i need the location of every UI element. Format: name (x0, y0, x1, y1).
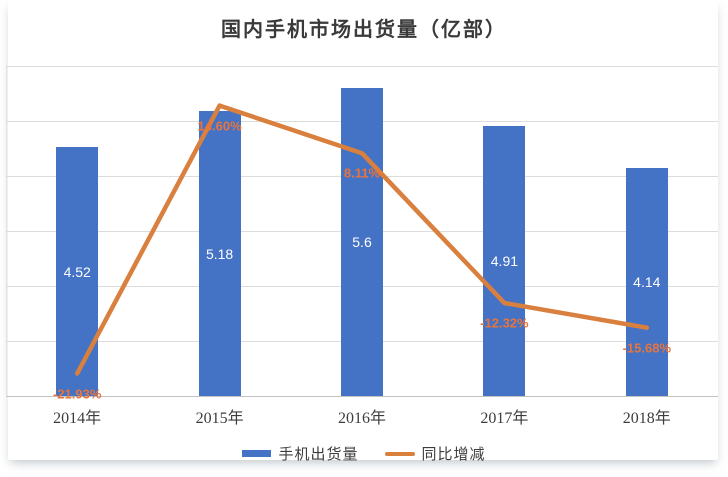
x-axis-label-2017年: 2017年 (480, 410, 529, 427)
line-series-swatch (384, 451, 415, 456)
bar-value-label: 4.91 (490, 253, 519, 269)
x-axis-label-2015年: 2015年 (195, 410, 244, 427)
bar-value-label: 4.52 (63, 263, 91, 280)
bar-value-label: 5.18 (205, 245, 234, 262)
bar-value-label: 4.14 (633, 274, 661, 291)
chart-title: 国内手机市场出货量（亿部） (221, 19, 507, 41)
bar-series-swatch (242, 450, 272, 457)
legend-item-shipments: 手机出货量 (242, 443, 358, 464)
yoy-value-label: 8.11% (343, 165, 381, 181)
yoy-value-label: -21.93% (52, 386, 102, 401)
x-axis-labels: 2014年 2015年 2016年 2017年 2018年 (0, 404, 728, 428)
bar-2015年 (198, 111, 241, 396)
yoy-line-path (74, 103, 650, 376)
plot-area: 4.52 5.18 5.6 4.91 4.14 -21.93% 14.60% 8.11% -12… (6, 65, 718, 401)
legend: 手机出货量 同比增减 (0, 443, 728, 464)
yoy-line (74, 103, 650, 376)
x-axis-label-2018年: 2018年 (622, 410, 671, 427)
x-axis-label-2014年: 2014年 (53, 410, 102, 427)
bar-2017年 (483, 125, 526, 396)
bar-2018年 (625, 168, 668, 396)
legend-item-yoy: 同比增减 (384, 443, 486, 464)
x-axis-line (6, 395, 718, 397)
bar-2016年 (341, 88, 383, 396)
bar-2014年 (56, 147, 99, 396)
gridline (6, 65, 718, 67)
x-axis-label-2016年: 2016年 (337, 410, 387, 427)
yoy-value-label: -15.68% (622, 340, 672, 356)
yoy-value-label: -12.32% (480, 315, 529, 331)
legend-label-yoy: 同比增减 (421, 446, 486, 463)
yoy-value-label: 14.60% (197, 118, 242, 134)
bar-value-label: 5.6 (352, 234, 372, 250)
legend-label-shipments: 手机出货量 (278, 446, 359, 463)
